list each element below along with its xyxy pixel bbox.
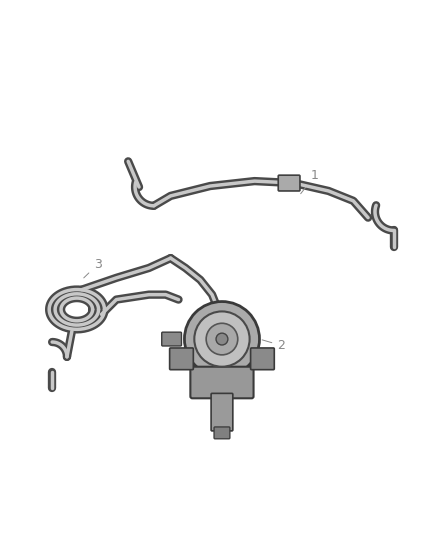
FancyBboxPatch shape <box>170 348 193 370</box>
FancyBboxPatch shape <box>251 348 274 370</box>
Text: 3: 3 <box>84 258 102 278</box>
Text: 1: 1 <box>300 169 319 193</box>
Circle shape <box>194 311 250 367</box>
FancyBboxPatch shape <box>278 175 300 191</box>
Circle shape <box>206 324 238 355</box>
FancyBboxPatch shape <box>211 393 233 431</box>
Text: 2: 2 <box>262 339 285 352</box>
FancyBboxPatch shape <box>191 367 254 398</box>
FancyBboxPatch shape <box>214 427 230 439</box>
Circle shape <box>216 333 228 345</box>
Circle shape <box>184 302 259 377</box>
FancyBboxPatch shape <box>162 332 181 346</box>
